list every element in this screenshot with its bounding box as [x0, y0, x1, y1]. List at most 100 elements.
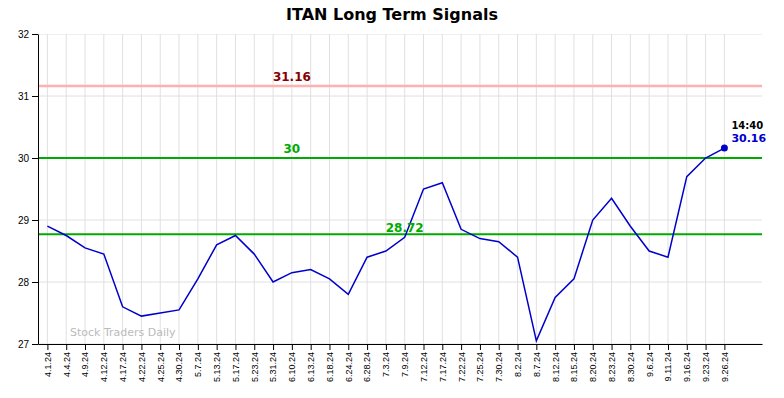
x-tick-label: 6.10.24: [287, 352, 297, 382]
x-tick-label: 8.12.24: [551, 352, 561, 382]
y-tick-mark: [32, 220, 38, 221]
annotation: 28.72: [386, 221, 424, 235]
grid-line: [179, 34, 180, 344]
x-tick-label: 7.22.24: [456, 352, 466, 382]
x-tick: 7.3.24: [381, 344, 391, 377]
x-tick-mark: [254, 344, 255, 350]
x-tick-mark: [235, 344, 236, 350]
x-tick-mark: [424, 344, 425, 350]
x-tick: 6.13.24: [306, 344, 316, 382]
x-tick-mark: [141, 344, 142, 350]
y-tick-mark: [32, 158, 38, 159]
grid-line: [85, 34, 86, 344]
x-tick-mark: [442, 344, 443, 350]
grid-line: [442, 34, 443, 344]
x-tick: 4.4.24: [62, 344, 72, 377]
x-tick: 4.25.24: [156, 344, 166, 382]
grid-line: [348, 34, 349, 344]
x-tick-label: 8.15.24: [569, 352, 579, 382]
chart: ITAN Long Term Signals 4.1.24 4.4.24 4.9.24…: [0, 0, 784, 398]
grid-line: [38, 344, 762, 345]
x-tick: 8.20.24: [588, 344, 598, 382]
grid-line: [724, 34, 725, 344]
x-tick-mark: [405, 344, 406, 350]
x-tick: 8.30.24: [626, 344, 636, 382]
x-tick-mark: [198, 344, 199, 350]
x-tick-mark: [593, 344, 594, 350]
grid-line: [649, 34, 650, 344]
x-axis: 4.1.244.4.244.9.244.12.244.17.244.22.244…: [39, 344, 763, 382]
x-tick: 7.17.24: [438, 344, 448, 382]
grid-line: [160, 34, 161, 344]
grid-line: [630, 34, 631, 344]
x-tick: 6.24.24: [344, 344, 354, 382]
x-tick-mark: [311, 344, 312, 350]
grid-line: [404, 34, 405, 344]
x-tick: 4.9.24: [80, 344, 90, 377]
x-tick-mark: [649, 344, 650, 350]
x-tick: 9.11.24: [663, 344, 673, 381]
x-tick: 8.12.24: [551, 344, 561, 382]
x-tick-label: 4.30.24: [174, 352, 184, 382]
x-tick-label: 8.2.24: [513, 352, 523, 377]
reference-line: [38, 157, 762, 159]
x-tick-mark: [536, 344, 537, 350]
x-tick-label: 8.23.24: [607, 352, 617, 382]
reference-lines: [38, 86, 762, 234]
x-tick-mark: [612, 344, 613, 350]
x-tick: 6.18.24: [325, 344, 335, 382]
grid-line: [197, 34, 198, 344]
y-axis-line: [38, 35, 39, 345]
x-tick: 7.9.24: [400, 344, 410, 377]
grid-line: [216, 34, 217, 344]
x-tick: 8.2.24: [513, 344, 523, 377]
x-tick-label: 4.1.24: [43, 352, 53, 377]
x-tick-mark: [574, 344, 575, 350]
x-tick-mark: [630, 344, 631, 350]
x-tick: 6.10.24: [287, 344, 297, 382]
x-tick-label: 8.30.24: [626, 352, 636, 382]
x-tick-label: 7.17.24: [438, 352, 448, 382]
y-tick: 31: [18, 91, 38, 102]
x-tick-label: 7.25.24: [475, 352, 485, 382]
x-tick-label: 9.26.24: [720, 352, 730, 382]
grid-line: [38, 282, 762, 283]
x-tick-mark: [386, 344, 387, 350]
x-tick-mark: [123, 344, 124, 350]
x-tick-mark: [367, 344, 368, 350]
grid-line: [141, 34, 142, 344]
x-tick: 5.17.24: [231, 344, 241, 382]
grid-line: [536, 34, 537, 344]
x-tick-mark: [85, 344, 86, 350]
y-tick-label: 31: [18, 91, 30, 102]
x-tick-label: 7.12.24: [419, 352, 429, 382]
reference-line: [38, 85, 762, 88]
grid-line: [461, 34, 462, 344]
x-tick: 7.25.24: [475, 344, 485, 382]
price-line: [47, 148, 724, 341]
y-tick: 32: [18, 29, 38, 40]
grid-line: [38, 96, 762, 97]
grid-line: [385, 34, 386, 344]
x-tick-mark: [668, 344, 669, 350]
x-tick-mark: [518, 344, 519, 350]
x-tick-label: 5.23.24: [250, 352, 260, 382]
last-point-label: 14:40: [731, 120, 763, 131]
y-tick-label: 29: [18, 215, 30, 226]
title: ITAN Long Term Signals: [286, 5, 498, 24]
x-tick: 4.1.24: [43, 344, 53, 377]
grid-line: [103, 34, 104, 344]
plot-area: [38, 34, 762, 344]
grid-line: [498, 34, 499, 344]
y-tick-label: 32: [18, 29, 30, 40]
x-tick-mark: [480, 344, 481, 350]
x-tick-mark: [724, 344, 725, 350]
y-tick-label: 27: [18, 339, 30, 350]
x-tick-mark: [687, 344, 688, 350]
x-tick-label: 8.20.24: [588, 352, 598, 382]
x-tick-label: 8.7.24: [532, 352, 542, 377]
annotations: 31.163028.72: [273, 70, 424, 235]
x-tick-label: 6.13.24: [306, 352, 316, 382]
y-axis: 272829303132: [18, 29, 39, 350]
x-tick: 5.31.24: [268, 344, 278, 382]
